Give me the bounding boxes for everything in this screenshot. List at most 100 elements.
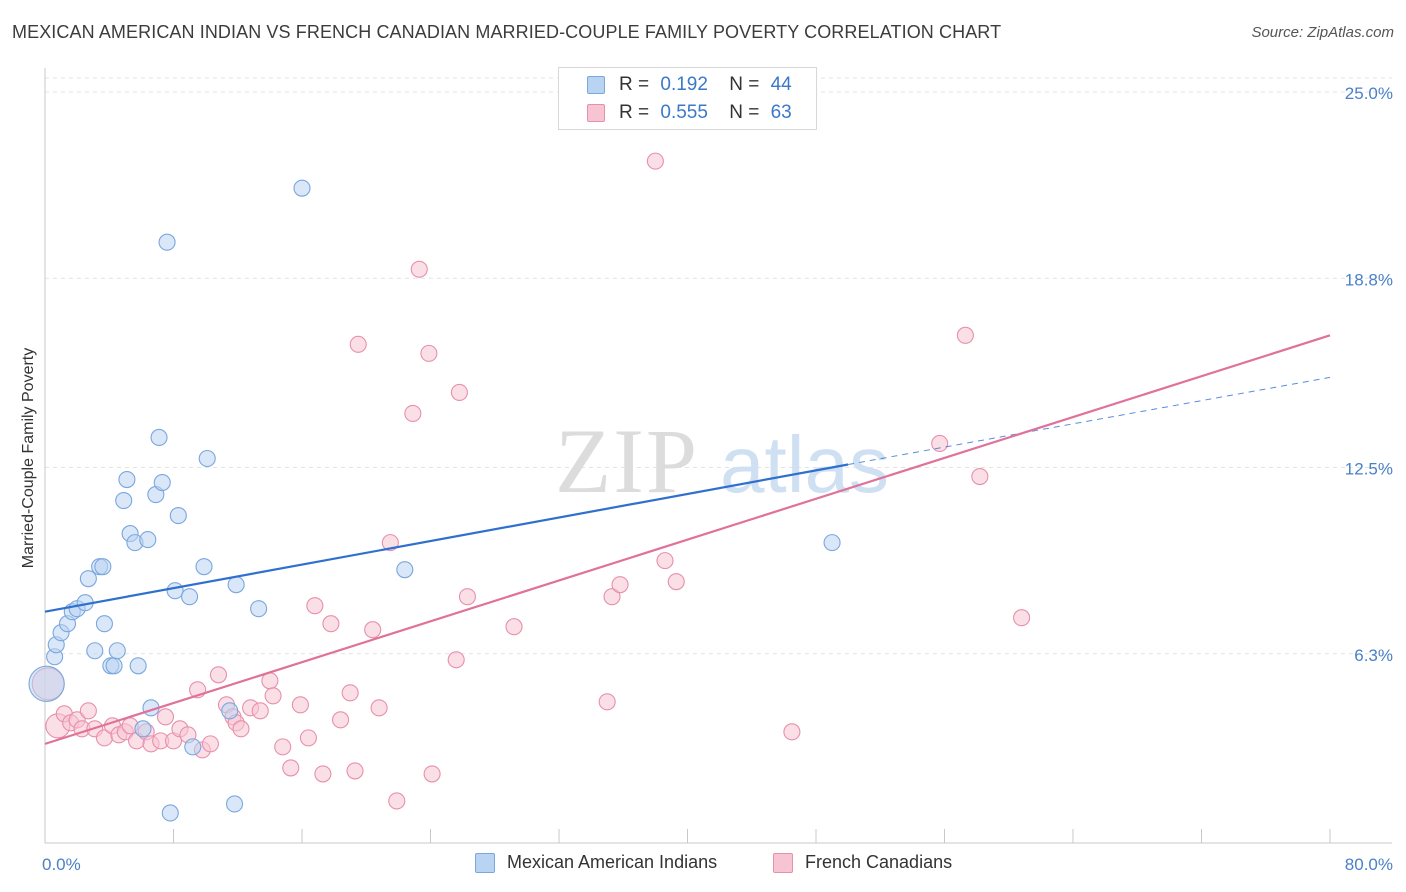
point-mexican-american-indians bbox=[166, 582, 184, 600]
point-french-canadians bbox=[956, 326, 974, 344]
point-mexican-american-indians bbox=[225, 795, 244, 813]
point-french-canadians bbox=[209, 666, 228, 684]
point-french-canadians bbox=[667, 573, 685, 591]
point-french-canadians bbox=[410, 260, 428, 278]
point-mexican-american-indians bbox=[28, 665, 65, 702]
point-mexican-american-indians bbox=[195, 558, 213, 576]
watermark: ZIP atlas bbox=[555, 410, 889, 512]
legend-label: French Canadians bbox=[805, 852, 953, 872]
point-mexican-american-indians bbox=[129, 657, 147, 675]
trend-line-blue-extension bbox=[848, 376, 1331, 466]
x-tick-label: 0.0% bbox=[42, 855, 81, 874]
trend-line-blue bbox=[44, 463, 849, 613]
pink-swatch bbox=[773, 853, 793, 873]
point-french-canadians bbox=[291, 696, 309, 714]
point-french-canadians bbox=[646, 152, 664, 170]
point-french-canadians bbox=[458, 588, 476, 606]
point-mexican-american-indians bbox=[250, 600, 268, 618]
point-mexican-american-indians bbox=[94, 558, 112, 576]
point-french-canadians bbox=[931, 434, 949, 453]
y-tick-label: 12.5% bbox=[1345, 460, 1393, 479]
legend-label: Mexican American Indians bbox=[507, 852, 718, 872]
point-french-canadians bbox=[322, 615, 340, 633]
stats-legend: R = 0.192 N = 44 R = 0.555 N = 63 bbox=[558, 67, 817, 130]
point-mexican-american-indians bbox=[198, 449, 216, 468]
point-french-canadians bbox=[420, 344, 438, 362]
axis-layer bbox=[44, 68, 1392, 844]
point-french-canadians bbox=[423, 765, 441, 783]
point-french-canadians bbox=[450, 383, 468, 401]
point-mexican-american-indians bbox=[221, 702, 239, 720]
point-french-canadians bbox=[971, 467, 989, 486]
point-mexican-american-indians bbox=[79, 570, 97, 588]
point-mexican-american-indians bbox=[150, 428, 168, 447]
point-french-canadians bbox=[349, 335, 367, 353]
point-french-canadians bbox=[370, 699, 388, 717]
point-mexican-american-indians bbox=[158, 233, 176, 251]
point-mexican-american-indians bbox=[823, 534, 841, 552]
point-mexican-american-indians bbox=[118, 470, 136, 489]
point-french-canadians bbox=[404, 404, 422, 422]
point-mexican-american-indians bbox=[227, 576, 245, 594]
point-mexican-american-indians bbox=[169, 507, 187, 525]
y-tick-label: 18.8% bbox=[1345, 270, 1393, 289]
grid-layer bbox=[45, 77, 1392, 655]
points-layer bbox=[28, 152, 1031, 822]
trend-line-pink bbox=[44, 334, 1331, 745]
point-french-canadians bbox=[346, 762, 364, 780]
point-mexican-american-indians bbox=[86, 642, 104, 660]
trend-layer bbox=[44, 334, 1331, 745]
point-french-canadians bbox=[783, 723, 801, 741]
point-mexican-american-indians bbox=[396, 561, 414, 579]
point-mexican-american-indians bbox=[115, 492, 133, 510]
point-mexican-american-indians bbox=[108, 642, 126, 660]
point-mexican-american-indians bbox=[95, 615, 113, 633]
r-label: R = bbox=[619, 102, 650, 123]
point-mexican-american-indians bbox=[153, 473, 171, 492]
point-mexican-american-indians bbox=[293, 179, 311, 197]
point-french-canadians bbox=[282, 759, 300, 777]
r-value-pink: 0.555 bbox=[660, 102, 708, 123]
watermark-atlas: atlas bbox=[720, 420, 889, 509]
point-french-canadians bbox=[598, 693, 616, 711]
watermark-zip: ZIP bbox=[555, 410, 699, 512]
y-axis-label: Married-Couple Family Poverty bbox=[20, 347, 37, 569]
point-french-canadians bbox=[264, 687, 282, 705]
point-french-canadians bbox=[251, 702, 269, 720]
point-french-canadians bbox=[201, 735, 219, 753]
point-french-canadians bbox=[611, 576, 629, 594]
blue-swatch bbox=[587, 76, 605, 94]
n-value-pink: 63 bbox=[770, 102, 792, 123]
point-french-canadians bbox=[306, 597, 324, 615]
chart-title: MEXICAN AMERICAN INDIAN VS FRENCH CANADI… bbox=[12, 22, 1002, 42]
point-french-canadians bbox=[1013, 609, 1031, 627]
y-tick-label: 6.3% bbox=[1354, 646, 1393, 665]
tick-labels: 6.3% 12.5% 18.8% 25.0% 0.0% 80.0% bbox=[42, 84, 1393, 874]
point-french-canadians bbox=[447, 651, 465, 669]
x-tick-label: 80.0% bbox=[1345, 855, 1393, 874]
point-french-canadians bbox=[299, 729, 317, 747]
point-french-canadians bbox=[341, 684, 359, 702]
source-credit: Source: ZipAtlas.com bbox=[1251, 24, 1394, 41]
pink-swatch bbox=[587, 104, 605, 122]
point-french-canadians bbox=[388, 792, 406, 810]
point-mexican-american-indians bbox=[105, 657, 123, 675]
n-label: N = bbox=[729, 102, 760, 123]
r-label: R = bbox=[619, 74, 650, 95]
point-mexican-american-indians bbox=[161, 804, 179, 822]
point-french-canadians bbox=[603, 588, 621, 606]
point-french-canadians bbox=[156, 708, 175, 726]
point-french-canadians bbox=[331, 711, 350, 729]
point-french-canadians bbox=[314, 765, 332, 783]
point-french-canadians bbox=[656, 552, 674, 570]
point-french-canadians bbox=[274, 738, 292, 756]
point-french-canadians bbox=[364, 621, 382, 639]
r-value-blue: 0.192 bbox=[660, 74, 708, 95]
point-mexican-american-indians bbox=[134, 720, 152, 738]
blue-swatch bbox=[475, 853, 495, 873]
y-tick-label: 25.0% bbox=[1345, 84, 1393, 103]
point-french-canadians bbox=[505, 618, 523, 636]
n-value-blue: 44 bbox=[770, 74, 792, 95]
point-mexican-american-indians bbox=[181, 588, 199, 606]
